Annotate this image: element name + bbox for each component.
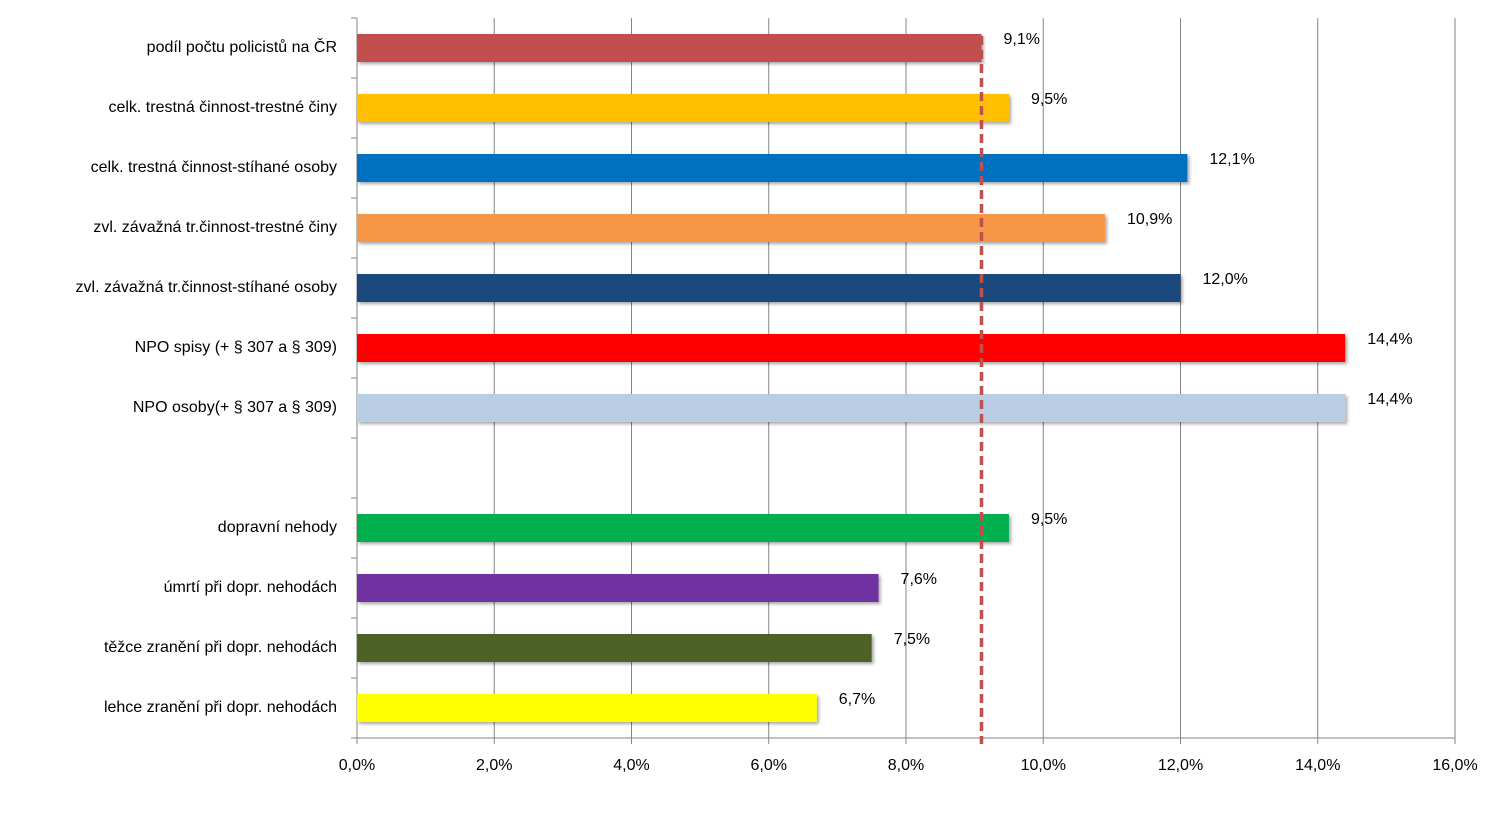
y-tick-label: zvl. závažná tr.činnost-stíhané osoby	[76, 279, 337, 296]
bar	[357, 694, 817, 722]
bar	[357, 34, 982, 62]
x-tick-label: 0,0%	[339, 757, 375, 774]
x-tick-label: 6,0%	[751, 757, 787, 774]
bar	[357, 274, 1181, 302]
value-label: 14,4%	[1367, 391, 1412, 408]
bar	[357, 94, 1009, 122]
value-label: 12,1%	[1209, 151, 1254, 168]
x-tick-label: 10,0%	[1021, 757, 1066, 774]
x-tick-label: 8,0%	[888, 757, 924, 774]
bar	[357, 394, 1346, 422]
value-label: 7,6%	[901, 571, 937, 588]
x-tick-label: 16,0%	[1432, 757, 1477, 774]
y-tick-label: NPO spisy (+ § 307 a § 309)	[135, 339, 337, 356]
bar	[357, 214, 1106, 242]
bar	[357, 334, 1346, 362]
value-label: 14,4%	[1367, 331, 1412, 348]
y-tick-label: úmrtí při dopr. nehodách	[164, 579, 337, 596]
y-tick-label: NPO osoby(+ § 307 a § 309)	[133, 399, 337, 416]
y-tick-label: dopravní nehody	[218, 519, 337, 536]
value-label: 9,1%	[1003, 31, 1039, 48]
y-tick-label: lehce zranění při dopr. nehodách	[104, 699, 337, 716]
bar	[357, 634, 872, 662]
y-tick-label: celk. trestná činnost-stíhané osoby	[91, 159, 337, 176]
value-label: 9,5%	[1031, 91, 1067, 108]
value-label: 6,7%	[839, 691, 875, 708]
y-tick-label: zvl. závažná tr.činnost-trestné činy	[93, 219, 337, 236]
y-tick-label: těžce zranění při dopr. nehodách	[104, 639, 337, 656]
value-label: 12,0%	[1203, 271, 1248, 288]
value-label: 10,9%	[1127, 211, 1172, 228]
y-tick-label: celk. trestná činnost-trestné činy	[108, 99, 337, 116]
x-tick-label: 14,0%	[1295, 757, 1340, 774]
bar	[357, 154, 1188, 182]
x-tick-label: 4,0%	[613, 757, 649, 774]
bar	[357, 574, 879, 602]
x-tick-label: 12,0%	[1158, 757, 1203, 774]
y-tick-label: podíl počtu policistů na ČR	[147, 37, 337, 56]
x-tick-label: 2,0%	[476, 757, 512, 774]
bar	[357, 514, 1009, 542]
value-label: 7,5%	[894, 631, 930, 648]
value-label: 9,5%	[1031, 511, 1067, 528]
